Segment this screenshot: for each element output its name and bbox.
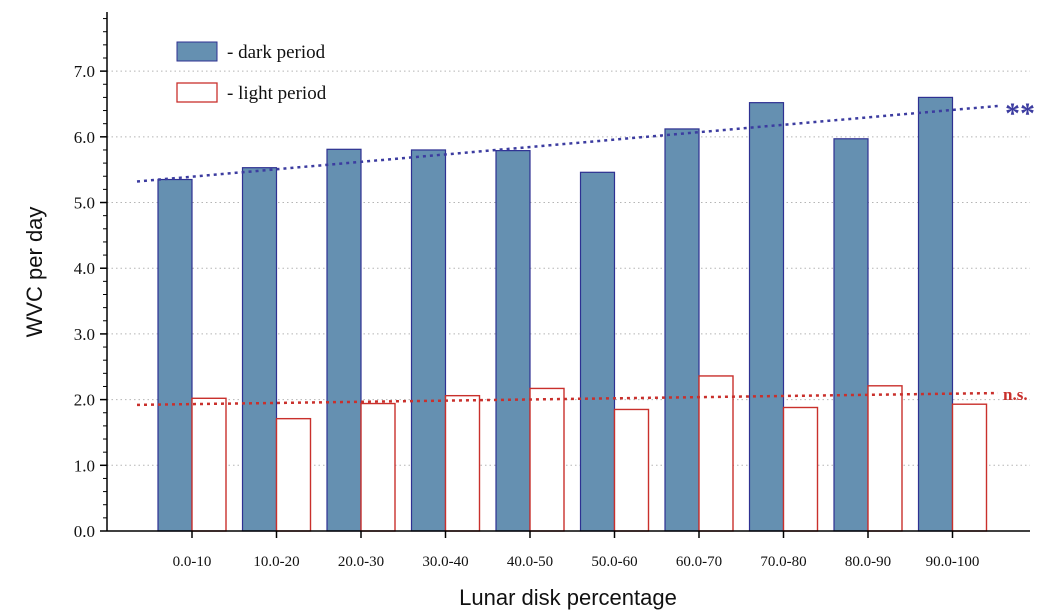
x-tick-label: 50.0-60 (591, 554, 637, 570)
bar-dark-period (664, 128, 700, 532)
bar-light-period (613, 408, 650, 532)
x-tick-label: 90.0-100 (926, 554, 980, 570)
y-tick-label: 7.0 (74, 62, 95, 81)
bar-dark-period (410, 149, 447, 532)
legend-label-light: - light period (227, 83, 327, 104)
bar-dark-period (833, 138, 869, 532)
y-tick-label: 2.0 (74, 391, 95, 410)
x-tick-label: 70.0-80 (760, 554, 806, 570)
bar-light-period (951, 403, 988, 532)
axes (106, 12, 1030, 532)
y-tick-label: 1.0 (74, 456, 95, 475)
bar-dark-period (748, 102, 785, 532)
bar-light-period (782, 406, 819, 532)
bar-light-period (360, 402, 396, 532)
bar-dark-period (241, 167, 278, 532)
dark-trend-significance: ** (1005, 97, 1035, 130)
bar-dark-period (579, 171, 616, 532)
x-tick-label: 60.0-70 (676, 554, 722, 570)
x-tick-label: 40.0-50 (507, 554, 553, 570)
y-ticks: 0.0 1.0 2.0 3.0 4.0 5.0 6.0 7.0 (74, 18, 107, 541)
bar-light-period (191, 397, 227, 532)
bar-dark-period (326, 148, 362, 532)
y-axis-title: WVC per day (22, 207, 47, 338)
bars (157, 96, 988, 532)
bar-light-period (444, 394, 481, 532)
y-tick-label: 5.0 (74, 194, 95, 213)
legend-label-dark: - dark period (227, 42, 326, 63)
bar-dark-period (157, 178, 193, 532)
legend-swatch-dark (176, 41, 218, 62)
x-tick-label: 80.0-90 (845, 554, 891, 570)
y-tick-label: 4.0 (74, 259, 95, 278)
x-axis-title: Lunar disk percentage (459, 585, 677, 610)
x-tick-label: 20.0-30 (338, 554, 384, 570)
bar-light-period (529, 387, 565, 532)
bar-light-period (867, 385, 903, 532)
bar-light-period (275, 417, 312, 532)
x-tick-label: 0.0-10 (173, 554, 212, 570)
y-tick-label: 0.0 (74, 522, 95, 541)
trend-line-dark (136, 104, 999, 183)
light-trend-significance: n.s. (1003, 385, 1028, 404)
x-tick-label: 30.0-40 (422, 554, 468, 570)
x-ticks: 0.0-10 10.0-20 20.0-30 30.0-40 40.0-50 50.0-6… (173, 531, 980, 570)
bar-dark-period (917, 96, 954, 532)
bar-light-period (698, 375, 734, 532)
y-tick-label: 3.0 (74, 325, 95, 344)
bar-dark-period (495, 150, 531, 532)
legend-swatch-light (176, 82, 218, 103)
y-tick-label: 6.0 (74, 128, 95, 147)
legend: - dark period - light period (176, 41, 327, 104)
x-tick-label: 10.0-20 (253, 554, 299, 570)
